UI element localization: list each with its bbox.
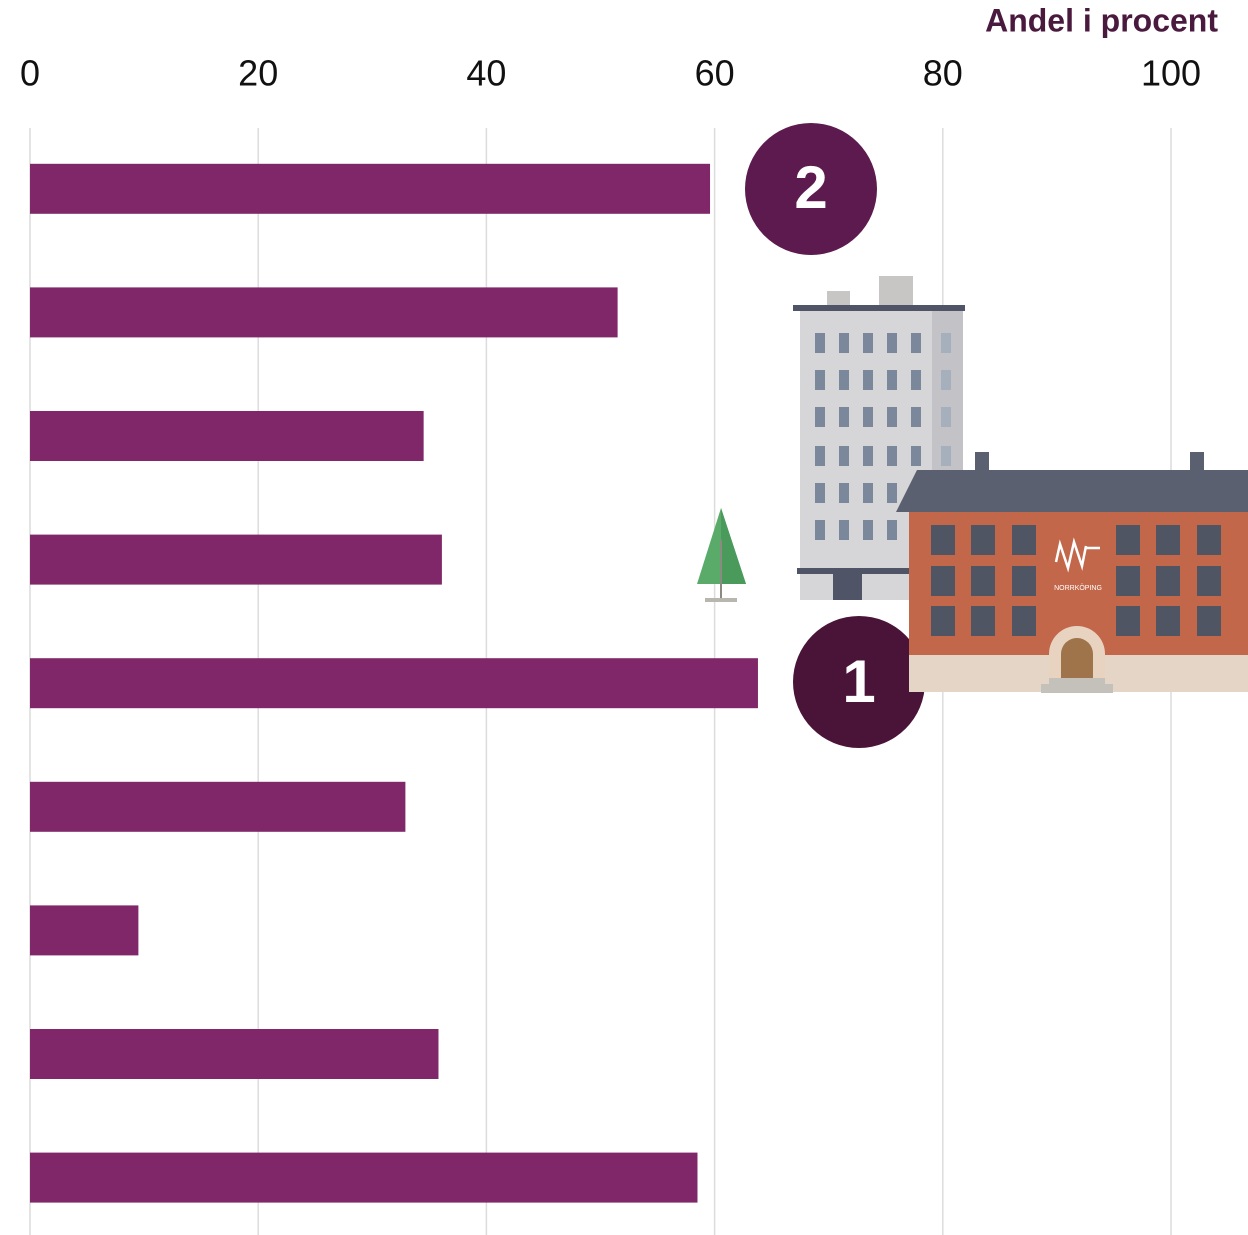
badge bbox=[793, 616, 925, 748]
logo-text: NORRKÖPING bbox=[1054, 584, 1102, 592]
x-tick-label: 80 bbox=[923, 53, 963, 94]
tree bbox=[697, 508, 746, 602]
badge-label: 2 bbox=[794, 154, 827, 221]
x-tick-label: 0 bbox=[20, 53, 40, 94]
axis-title: Andel i procent bbox=[985, 2, 1218, 38]
bars bbox=[30, 163, 758, 1203]
bar bbox=[30, 1152, 698, 1203]
brick-building: NORRKÖPING bbox=[896, 452, 1248, 693]
x-tick-label: 100 bbox=[1141, 53, 1201, 94]
x-tick-label: 20 bbox=[238, 53, 278, 94]
bar bbox=[30, 287, 618, 338]
bar bbox=[30, 534, 442, 585]
x-tick-label: 60 bbox=[695, 53, 735, 94]
x-tick-label: 40 bbox=[466, 53, 506, 94]
bar bbox=[30, 781, 406, 832]
badge bbox=[745, 123, 877, 255]
bar bbox=[30, 1029, 439, 1079]
bar bbox=[30, 411, 424, 461]
bar bbox=[30, 905, 139, 956]
tall-building bbox=[793, 276, 965, 600]
bar bbox=[30, 658, 758, 709]
bar bbox=[30, 163, 711, 214]
badge-label: 1 bbox=[842, 648, 875, 715]
